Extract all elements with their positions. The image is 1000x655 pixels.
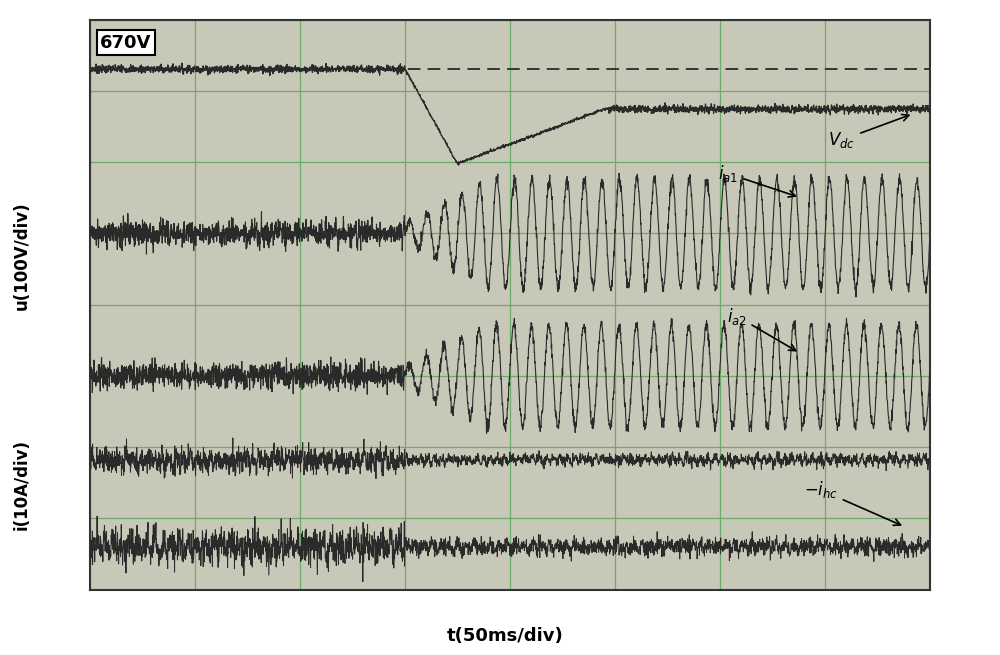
Text: 670V: 670V — [100, 34, 151, 52]
Text: i(10A/div): i(10A/div) — [13, 440, 31, 530]
Text: $i_{a2}$: $i_{a2}$ — [727, 306, 796, 350]
Text: $V_{dc}$: $V_{dc}$ — [828, 115, 909, 150]
Text: $-i_{hc}$: $-i_{hc}$ — [804, 479, 901, 525]
Text: u(100V/div): u(100V/div) — [13, 201, 31, 310]
Text: $i_{a1}$: $i_{a1}$ — [718, 163, 795, 197]
Text: t(50ms/div): t(50ms/div) — [447, 627, 563, 645]
